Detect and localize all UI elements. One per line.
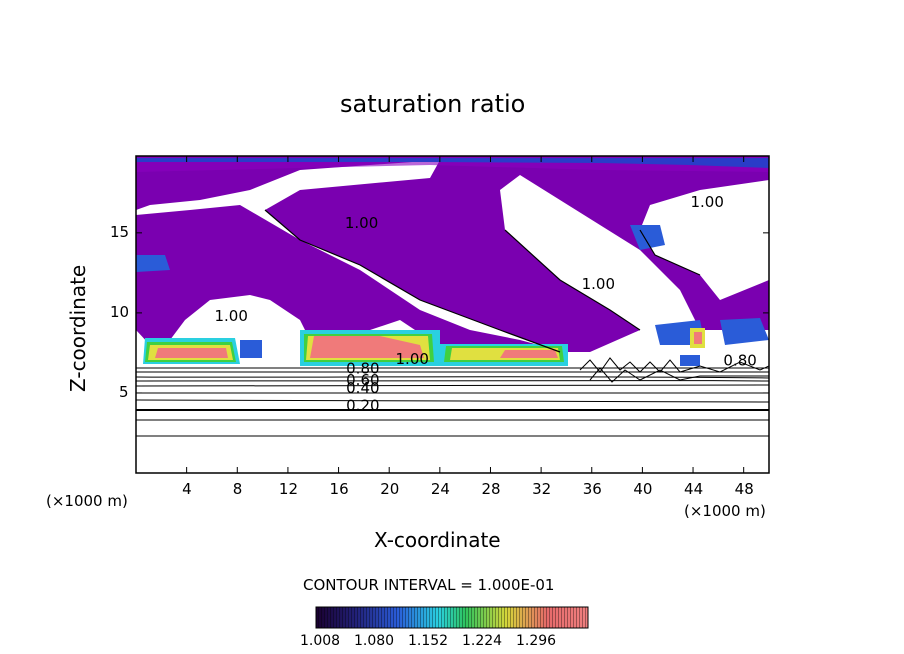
x-tick-label: 16 (329, 480, 349, 498)
y-tick-label: 15 (110, 222, 130, 241)
x-tick-label: 24 (430, 480, 450, 498)
supersaturation-region-upper (136, 156, 769, 352)
x-tick-label: 32 (532, 480, 552, 498)
contour-label: 1.00 (582, 275, 615, 293)
contour-label: 0.80 (723, 352, 756, 370)
contour-label: 0.20 (346, 397, 379, 415)
colorbar-tick-label: 1.296 (516, 633, 557, 649)
colorbar-title: CONTOUR INTERVAL = 1.000E-01 (303, 576, 555, 594)
x-tick-label: 44 (684, 480, 704, 498)
contour-label: 0.40 (346, 379, 379, 397)
colorbar-tick-label: 1.008 (300, 633, 341, 649)
colorbar-tick-label: 1.080 (354, 633, 395, 649)
plot-frame (135, 155, 770, 474)
colorbar-tick-label: 1.224 (462, 633, 503, 649)
contour-label: 1.00 (396, 350, 429, 368)
x-tick-label: 20 (380, 480, 400, 498)
contour-label: 0.80 (346, 360, 379, 378)
x-unit-right: (×1000 m) (684, 502, 766, 520)
y-axis-label: Z-coordinate (66, 264, 90, 392)
chart-title: saturation ratio (340, 90, 526, 118)
contour-label: 0.60 (346, 371, 379, 389)
contour-label: 1.00 (214, 307, 247, 325)
x-tick-label: 8 (232, 480, 243, 498)
contour-label: 1.00 (345, 214, 378, 232)
colorbar-tick-label: 1.152 (408, 633, 449, 649)
y-tick-label: 10 (110, 302, 130, 321)
y-tick-label: 5 (119, 382, 129, 401)
x-tick-label: 36 (582, 480, 602, 498)
x-tick-label: 12 (278, 480, 298, 498)
contour-label: 1.00 (691, 193, 724, 211)
x-axis-label: X-coordinate (374, 528, 501, 552)
x-tick-label: 40 (633, 480, 653, 498)
x-unit-left: (×1000 m) (46, 492, 128, 510)
x-tick-label: 28 (481, 480, 501, 498)
x-tick-label: 4 (182, 480, 192, 498)
x-tick-label: 48 (734, 480, 754, 498)
